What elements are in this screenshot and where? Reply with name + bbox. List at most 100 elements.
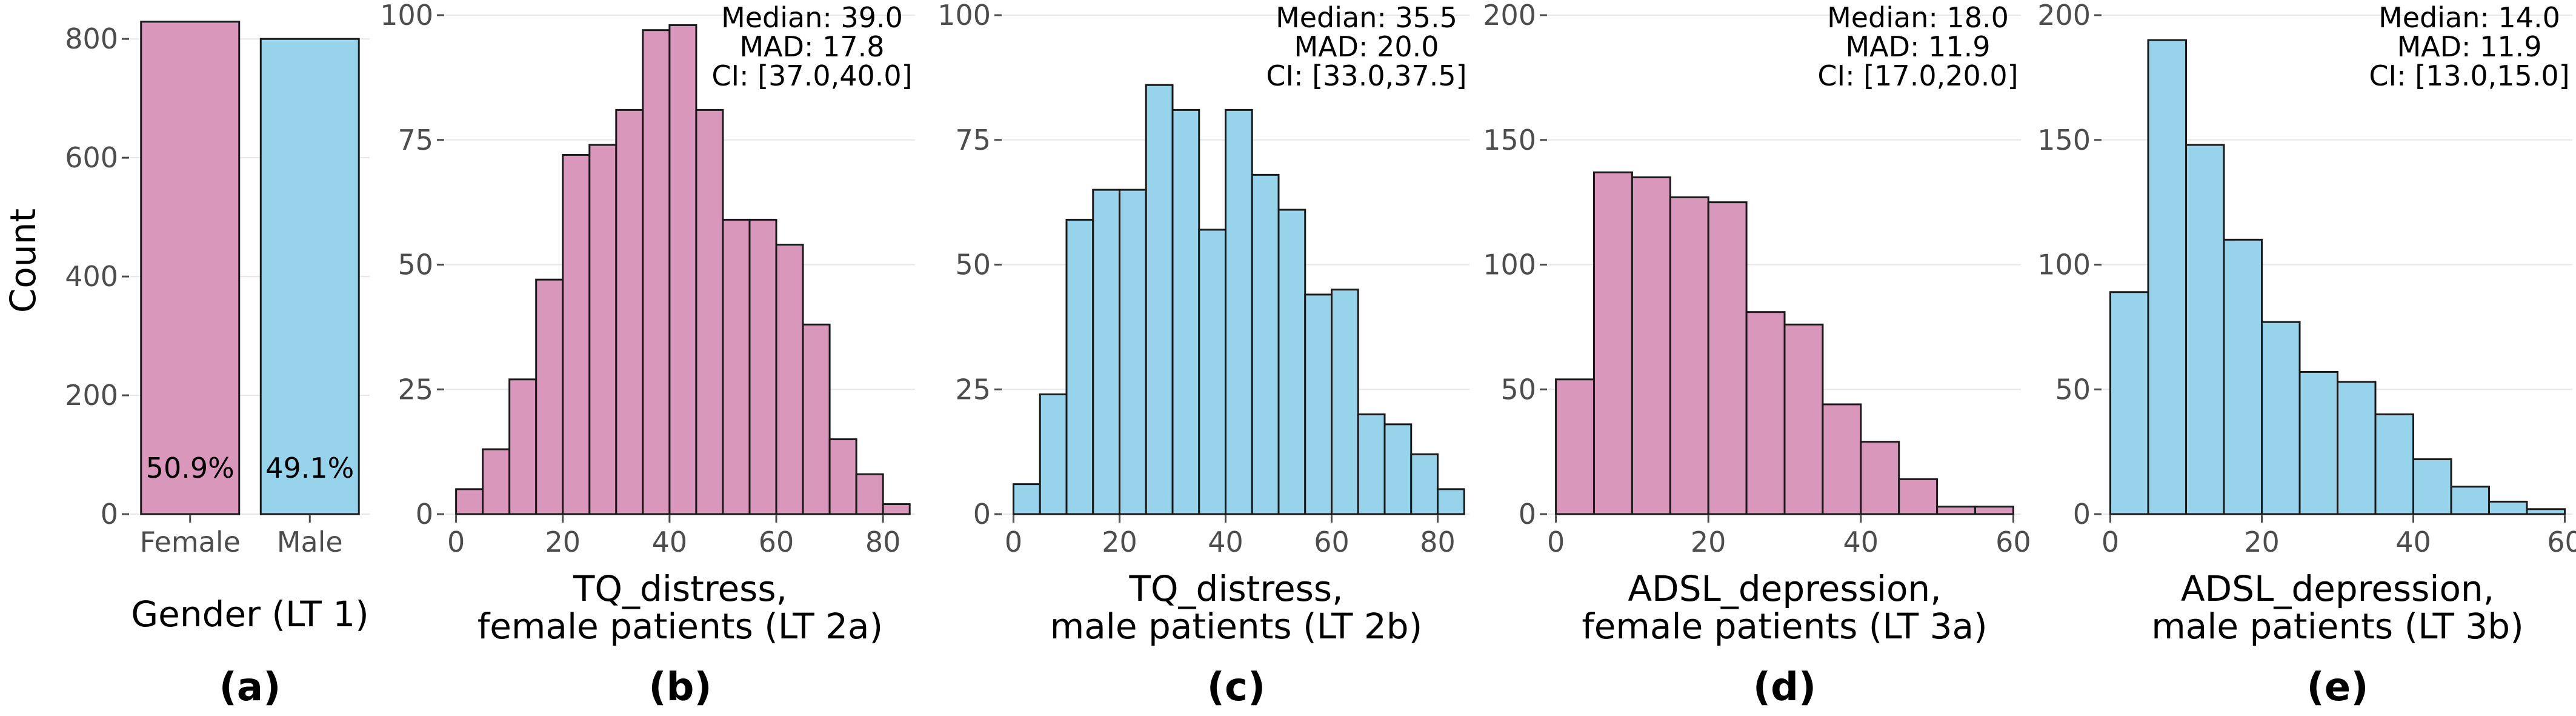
- x-tick-label: 60: [1995, 526, 2031, 558]
- y-tick-label: 50: [1500, 373, 1536, 406]
- histogram-bar: [1974, 506, 2014, 515]
- stat-annotation: Median: 14.0: [2378, 1, 2560, 34]
- stat-annotation: CI: [37.0,40.0]: [711, 59, 912, 92]
- y-tick-label: 0: [2073, 498, 2091, 530]
- histogram-bar: [1171, 109, 1200, 515]
- histogram-bar: [1936, 506, 1977, 515]
- histogram-bar: [2109, 291, 2149, 515]
- x-tick-label: 40: [1843, 526, 1879, 558]
- x-axis-title: ADSL_depression,: [2181, 568, 2494, 609]
- stat-annotation: Median: 39.0: [721, 1, 903, 34]
- histogram-bar: [2488, 500, 2528, 515]
- histogram-bar: [1631, 176, 1671, 515]
- histogram-bar: [2526, 508, 2566, 515]
- histogram-bar: [828, 438, 857, 515]
- histogram-bar: [1251, 173, 1280, 515]
- histogram-bar: [1145, 84, 1174, 515]
- bar-male: [259, 38, 360, 515]
- histogram-bar: [1225, 109, 1253, 515]
- histogram-bar: [642, 29, 671, 515]
- y-tick-label: 600: [65, 141, 118, 174]
- histogram-bar: [535, 278, 564, 515]
- stat-annotation: Median: 18.0: [1827, 1, 2009, 34]
- x-tick-label: 40: [1208, 526, 1243, 558]
- histogram-bar: [1357, 413, 1386, 515]
- histogram-bar: [455, 488, 484, 515]
- histogram-bar: [775, 244, 804, 515]
- x-tick-label: 20: [2244, 526, 2280, 558]
- histogram-bar: [1383, 423, 1413, 515]
- y-tick-label: 25: [955, 373, 991, 406]
- y-tick-label: 100: [380, 0, 433, 32]
- histogram-bar: [2374, 413, 2414, 515]
- stat-annotation: MAD: 20.0: [1294, 30, 1439, 63]
- histogram-bar: [1304, 293, 1333, 515]
- y-tick-label: 50: [398, 249, 433, 281]
- x-tick-label: 0: [1547, 526, 1565, 558]
- histogram-bar: [722, 218, 751, 515]
- histogram-bar: [1437, 488, 1465, 515]
- x-axis-title: male patients (LT 2b): [1050, 606, 1423, 647]
- stat-annotation: CI: [17.0,20.0]: [1817, 59, 2018, 92]
- y-tick-label: 0: [973, 498, 991, 530]
- histogram-bar: [1410, 453, 1439, 515]
- histogram-bar: [1555, 378, 1595, 515]
- panel-tag: (b): [648, 665, 711, 710]
- y-tick-label: 75: [955, 124, 991, 156]
- stat-annotation: MAD: 17.8: [739, 30, 884, 63]
- x-tick-label: 80: [1420, 526, 1456, 558]
- x-tick-label: 20: [545, 526, 581, 558]
- x-tick-label: 0: [2102, 526, 2119, 558]
- histogram-bar: [508, 378, 537, 515]
- histogram-bar: [1119, 189, 1147, 515]
- x-tick-label: 60: [1314, 526, 1350, 558]
- histogram-bar: [668, 24, 697, 515]
- stat-annotation: Median: 35.5: [1276, 1, 1457, 34]
- x-tick-label: Female: [140, 526, 241, 558]
- y-tick-label: 100: [937, 0, 991, 32]
- y-tick-label: 400: [65, 260, 118, 293]
- histogram-bar: [695, 109, 724, 515]
- histogram-bar: [588, 144, 617, 515]
- histogram-bar: [1092, 189, 1120, 515]
- y-tick-label: 0: [101, 498, 118, 530]
- x-axis-title: Gender (LT 1): [131, 594, 369, 635]
- histogram-bar: [1198, 229, 1226, 515]
- y-tick-label: 200: [1483, 0, 1536, 32]
- x-axis-title: TQ_distress,: [1128, 568, 1343, 609]
- y-tick-label: 25: [398, 373, 433, 406]
- x-tick-label: 80: [865, 526, 901, 558]
- x-tick-label: 40: [2395, 526, 2431, 558]
- y-tick-label: 150: [1483, 124, 1536, 156]
- x-axis-title: female patients (LT 3a): [1582, 606, 1987, 647]
- x-axis-title: female patients (LT 2a): [478, 606, 883, 647]
- histogram-bar: [2298, 370, 2338, 515]
- bar-female: [140, 21, 241, 515]
- histogram-bar: [2223, 238, 2263, 515]
- y-tick-label: 100: [2037, 249, 2091, 281]
- histogram-bar: [1822, 403, 1862, 515]
- histogram-bar: [1783, 323, 1824, 515]
- histogram-bar: [1065, 218, 1094, 515]
- y-tick-label: 0: [416, 498, 433, 530]
- x-tick-label: Male: [277, 526, 343, 558]
- bar-value-label: 50.9%: [146, 452, 235, 484]
- bar-value-label: 49.1%: [265, 452, 354, 484]
- histogram-bar: [2337, 381, 2377, 515]
- y-tick-label: 200: [65, 379, 118, 412]
- x-tick-label: 60: [759, 526, 794, 558]
- y-tick-label: 200: [2037, 0, 2091, 32]
- y-axis-title: Count: [2, 209, 44, 313]
- y-tick-label: 100: [1483, 249, 1536, 281]
- histogram-bar: [2450, 486, 2490, 515]
- panel-tag: (a): [219, 665, 281, 710]
- y-tick-label: 800: [65, 22, 118, 55]
- histogram-bar: [1898, 478, 1939, 515]
- histogram-bar: [855, 473, 884, 515]
- histogram-bar: [2185, 144, 2225, 515]
- x-tick-label: 0: [447, 526, 465, 558]
- histogram-bar: [882, 503, 911, 515]
- histogram-bar: [1013, 483, 1041, 515]
- histogram-bar: [2261, 321, 2301, 515]
